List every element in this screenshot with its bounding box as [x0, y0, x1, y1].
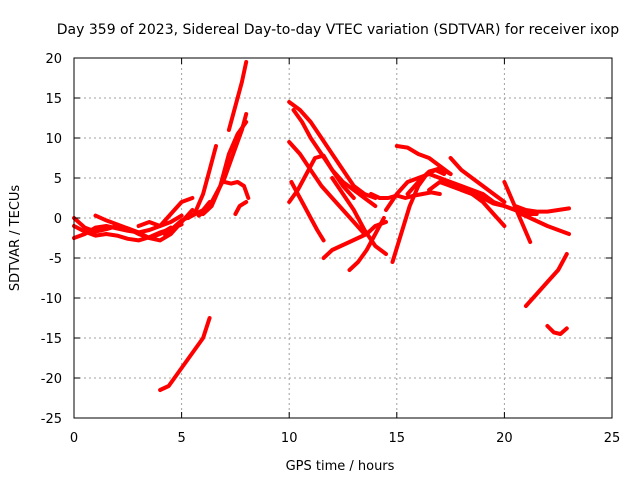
y-axis-label: SDTVAR / TECUs: [8, 185, 23, 292]
y-tick-label: 10: [45, 132, 62, 147]
series-arc-17: [287, 153, 356, 204]
x-tick-label: 5: [177, 431, 185, 446]
y-tick-label: 0: [54, 212, 62, 227]
x-tick-label: 0: [70, 431, 78, 446]
y-tick-label: -25: [41, 412, 62, 427]
series-arc-5: [136, 196, 195, 228]
series-arc-13: [158, 316, 212, 392]
x-tick-label: 20: [496, 431, 513, 446]
x-tick-label: 10: [281, 431, 298, 446]
series-arc-23: [369, 190, 442, 200]
series-arc-34: [523, 252, 569, 308]
axis-ticks: [73, 57, 613, 419]
series-arc-14: [287, 100, 378, 200]
grid-lines: [74, 58, 612, 418]
y-tick-label: -10: [41, 292, 62, 307]
plot-frame: [73, 57, 613, 419]
series-arc-21: [330, 176, 388, 256]
series-arc-32: [513, 204, 571, 214]
chart-title: Day 359 of 2023, Sidereal Day-to-day VTE…: [57, 22, 620, 38]
series-arc-26: [405, 166, 453, 196]
y-tick-label: 20: [45, 52, 62, 67]
y-tick-labels: -25 -20 -15 -10 -5 0 5 10 15 20: [41, 52, 62, 427]
series-arc-35: [545, 324, 569, 336]
x-tick-label: 25: [604, 431, 621, 446]
series-arc-19: [321, 220, 388, 260]
series-arc-24: [384, 172, 442, 212]
x-axis-label: GPS time / hours: [286, 459, 395, 474]
series-arc-16: [287, 140, 367, 236]
y-tick-label: -5: [49, 252, 62, 267]
series-arc-31: [502, 180, 533, 244]
series-arc-18: [289, 180, 326, 243]
series-arc-33: [519, 212, 571, 236]
y-tick-label: 15: [45, 92, 62, 107]
series-arc-9: [201, 120, 249, 216]
series-arc-4: [93, 208, 195, 243]
series-arc-20: [347, 216, 386, 272]
y-tick-label: 5: [54, 172, 62, 187]
series-arc-30: [459, 188, 507, 228]
series-arc-7: [186, 144, 218, 220]
y-tick-label: -20: [41, 372, 62, 387]
series-arc-12: [233, 200, 249, 216]
x-tick-label: 15: [389, 431, 406, 446]
series-arc-28: [437, 176, 539, 216]
x-tick-labels: 0 5 10 15 20 25: [70, 431, 620, 446]
series-arc-29: [448, 156, 507, 204]
data-series: [72, 60, 571, 392]
series-arc-10: [226, 60, 249, 132]
y-tick-label: -15: [41, 332, 62, 347]
series-arc-3: [72, 222, 184, 243]
series-arc-11: [222, 180, 251, 200]
